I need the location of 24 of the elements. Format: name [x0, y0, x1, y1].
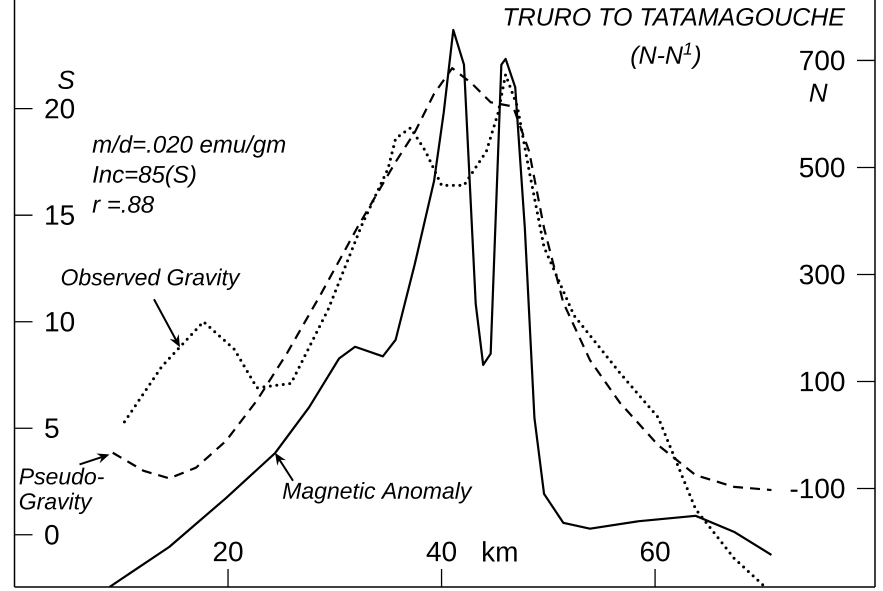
y-tick-label: 5: [45, 418, 58, 438]
y2-tick-label: 700: [800, 50, 844, 70]
x-axis-title: km: [483, 541, 517, 562]
y2-tick-label: -100: [790, 478, 844, 498]
y-axis-title: S: [58, 70, 75, 90]
annotation: Inc=85(S): [93, 165, 196, 188]
chart-title: TRURO TO TATAMAGOUCHE: [504, 8, 846, 26]
x-tick-label: 20: [214, 542, 242, 562]
annotation: Observed Gravity: [62, 268, 241, 290]
y2-tick-label: 500: [800, 158, 844, 178]
y-tick-label: 10: [46, 312, 74, 332]
y-tick-label: 15: [46, 205, 74, 225]
text: (N-N$^{1}$): [631, 42, 700, 69]
annotation: Pseudo-Gravity: [19, 468, 104, 514]
y2-tick-label: 100: [800, 372, 844, 392]
y2-tick-label: 300: [800, 264, 844, 284]
x-tick-label: 60: [640, 542, 670, 562]
annotation: r =.88: [92, 196, 154, 213]
annotation: Magnetic Anomaly: [282, 482, 473, 504]
y-tick-label: 0: [45, 524, 59, 545]
y2-axis-title: N: [810, 84, 828, 102]
x-tick-label: 40: [426, 542, 456, 562]
y-tick-label: 20: [45, 98, 74, 119]
annotation: m/d=.020 emu/gm: [92, 135, 286, 158]
